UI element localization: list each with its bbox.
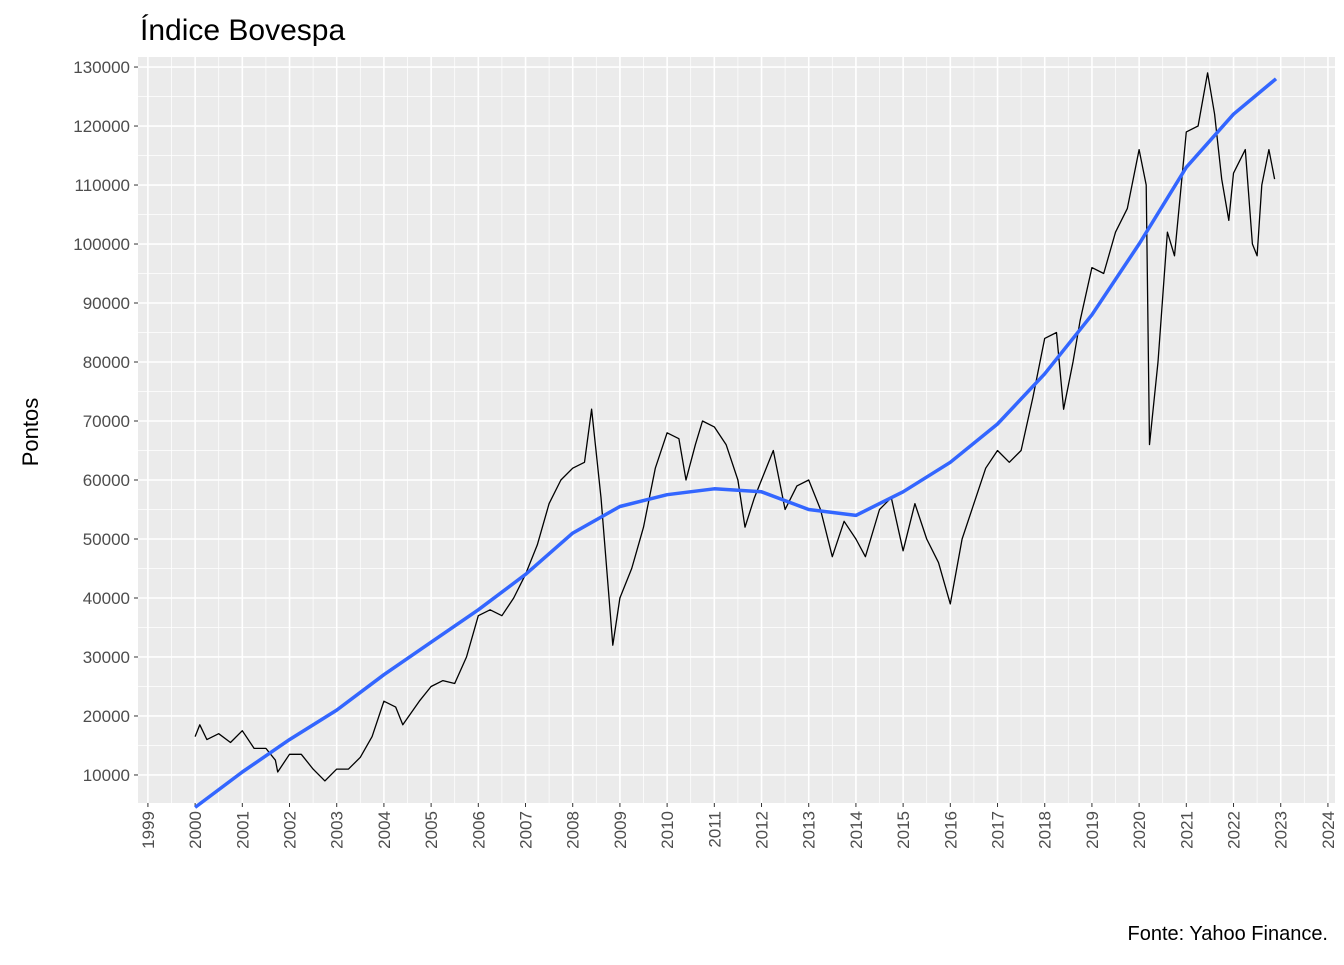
y-tick-label: 120000 xyxy=(73,117,130,136)
x-tick-label: 2003 xyxy=(328,811,347,849)
x-tick-label: 2020 xyxy=(1130,811,1149,849)
x-tick-label: 2000 xyxy=(186,811,205,849)
chart-title: Índice Bovespa xyxy=(140,14,345,47)
x-tick-label: 2009 xyxy=(611,811,630,849)
x-tick-label: 2005 xyxy=(422,811,441,849)
x-tick-label: 2007 xyxy=(517,811,536,849)
x-tick-label: 2011 xyxy=(705,811,724,848)
y-tick-label: 30000 xyxy=(83,648,130,667)
caption: Fonte: Yahoo Finance. xyxy=(1127,923,1328,945)
y-tick-label: 10000 xyxy=(83,766,130,785)
x-tick-label: 1999 xyxy=(139,811,158,849)
x-tick-label: 2008 xyxy=(564,811,583,849)
x-tick-label: 2010 xyxy=(658,811,677,849)
x-tick-label: 2014 xyxy=(847,811,866,849)
x-tick-label: 2013 xyxy=(800,811,819,849)
y-tick-label: 50000 xyxy=(83,530,130,549)
x-tick-label: 2004 xyxy=(375,811,394,849)
x-tick-label: 2024 xyxy=(1319,811,1338,849)
x-tick-label: 2022 xyxy=(1225,811,1244,849)
y-axis-label: Pontos xyxy=(18,398,43,467)
y-tick-label: 20000 xyxy=(83,707,130,726)
x-tick-label: 2018 xyxy=(1036,811,1055,849)
x-tick-label: 2021 xyxy=(1177,811,1196,849)
y-tick-label: 130000 xyxy=(73,58,130,77)
y-tick-label: 100000 xyxy=(73,235,130,254)
x-tick-label: 2006 xyxy=(469,811,488,849)
x-tick-label: 2023 xyxy=(1272,811,1291,849)
plot-panel xyxy=(138,57,1335,803)
x-tick-label: 2019 xyxy=(1083,811,1102,849)
index-line xyxy=(194,72,1276,782)
y-tick-label: 40000 xyxy=(83,589,130,608)
y-tick-label: 90000 xyxy=(83,294,130,313)
x-tick-label: 2001 xyxy=(233,811,252,849)
y-tick-label: 80000 xyxy=(83,353,130,372)
x-tick-label: 2015 xyxy=(894,811,913,849)
y-tick-label: 70000 xyxy=(83,412,130,431)
x-tick-label: 2002 xyxy=(281,811,300,849)
smooth-line xyxy=(194,77,1278,809)
x-tick-label: 2016 xyxy=(941,811,960,849)
x-tick-label: 2012 xyxy=(753,811,772,849)
y-tick-label: 60000 xyxy=(83,471,130,490)
y-tick-label: 110000 xyxy=(75,176,130,195)
x-tick-label: 2017 xyxy=(989,811,1008,849)
